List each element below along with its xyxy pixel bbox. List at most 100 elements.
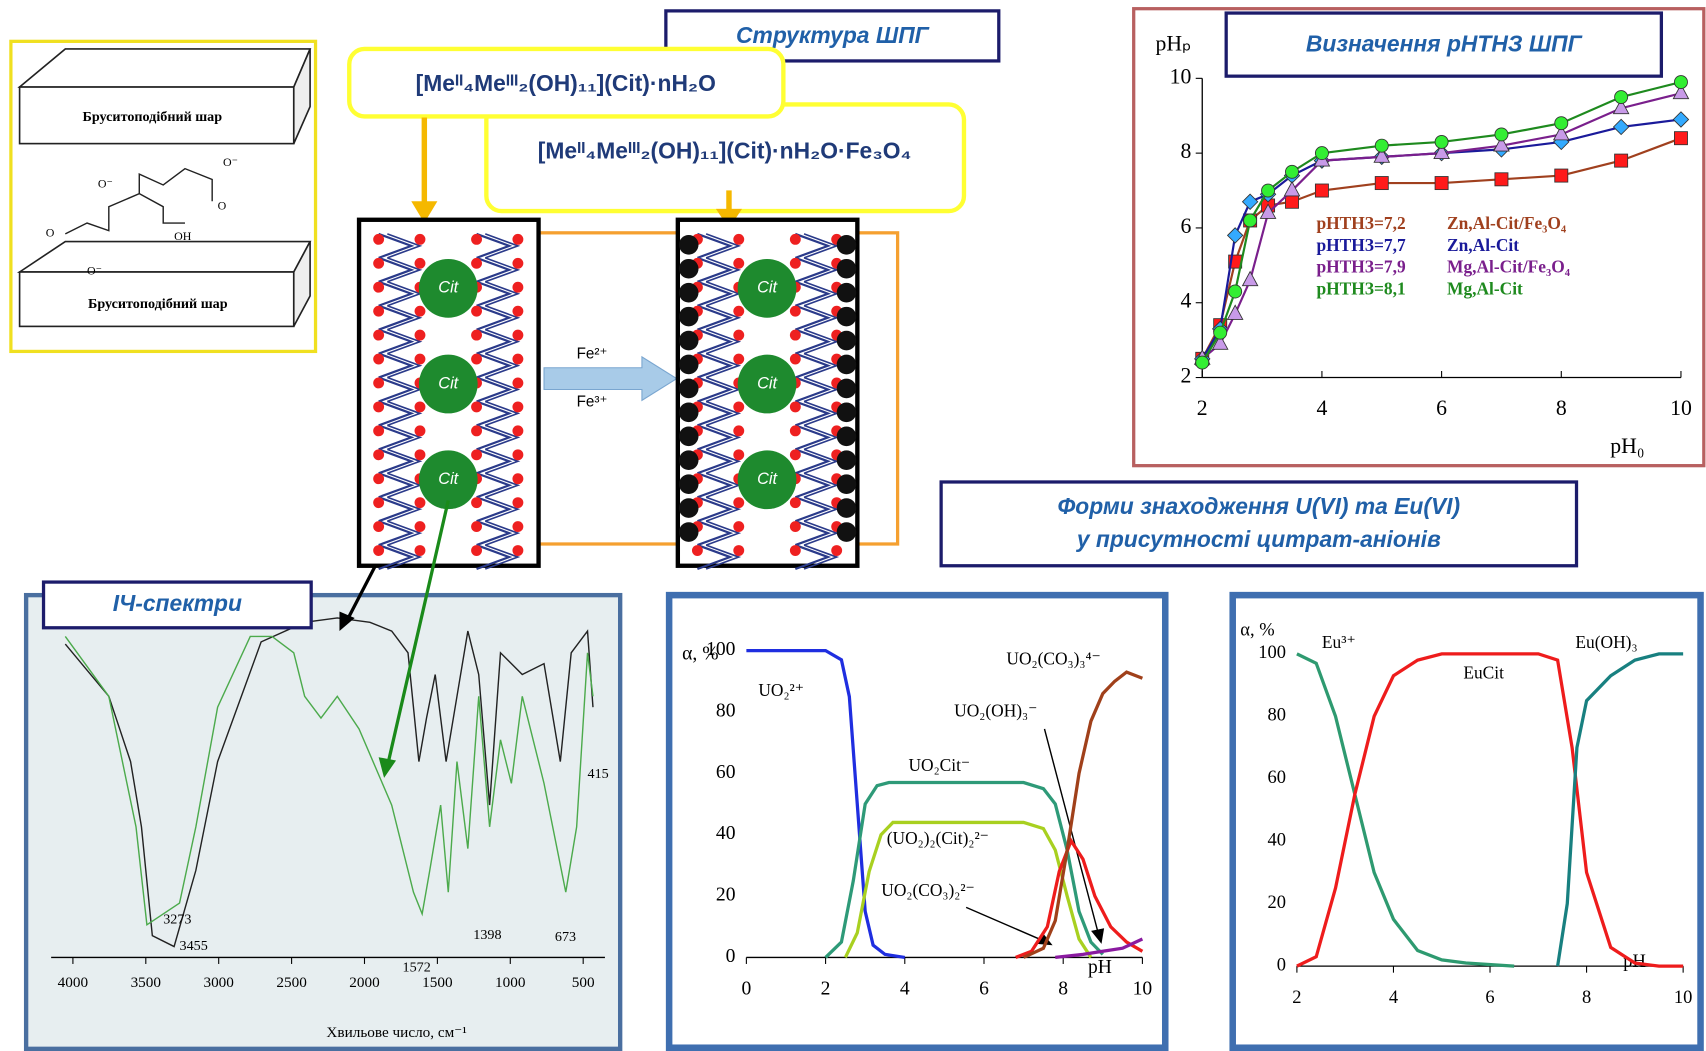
legend-pzc: pHТНЗ=7,9 [1316,257,1405,277]
fe-particle [679,331,699,351]
atom [373,425,384,436]
y-tick-label: 6 [1180,214,1191,238]
svg-text:O⁻: O⁻ [87,264,102,278]
marker [1262,184,1275,197]
x-tick-label: 2 [1292,987,1301,1007]
series-label: UO₂(CO₃)₃⁴⁻ [1006,648,1100,668]
speciation-title: у присутності цитрат-аніонів [1076,526,1441,552]
atom [415,258,426,269]
y-tick-label: 40 [716,823,736,844]
fe-particle [837,426,857,446]
atom [373,354,384,365]
peak-label: 673 [555,929,576,945]
fe-particle [679,307,699,327]
legend-pzc: pHТНЗ=7,2 [1316,213,1405,233]
legend-pzc: pHТНЗ=7,7 [1316,235,1405,255]
atom [471,234,482,245]
marker [1285,195,1298,208]
atom [471,306,482,317]
legend-label: Zn,Al-Cit/Fe₃O₄ [1447,213,1567,233]
atom [373,234,384,245]
citrate-label: Cit [757,279,778,297]
x-tick-label: 6 [1436,396,1447,420]
atom [692,545,703,556]
atom [733,330,744,341]
y-tick-label: 20 [716,885,736,906]
fe-particle [679,235,699,255]
formula: [Meᴵᴵ₄Meᴵᴵᴵ₂(OH)₁₁](Cit)·nH₂O·Fe₃O₄ [538,137,912,163]
y-tick-label: 10 [1170,64,1192,88]
y-tick-label: 80 [1268,705,1286,725]
fe-particle [837,403,857,423]
atom [373,497,384,508]
y-tick-label: 100 [1258,642,1286,662]
marker [1555,117,1568,130]
atom [790,425,801,436]
layer-label: Бруситоподібний шар [88,296,228,312]
atom [512,473,523,484]
y-tick-label: 80 [716,700,736,721]
y-tick-label: 0 [1277,954,1286,974]
ldh-layers [359,220,857,569]
atom [471,449,482,460]
atom [373,282,384,293]
atom [471,354,482,365]
atom [471,258,482,269]
x-tick-label: 10 [1674,987,1692,1007]
peak-label: 3273 [163,912,191,928]
atom [512,330,523,341]
atom [471,401,482,412]
x-tick-label: 10 [1133,979,1153,1000]
fe-particle [679,474,699,494]
x-tick-label: 8 [1582,987,1591,1007]
series-label: UO₂(CO₃)₂²⁻ [881,880,974,900]
fe-particle [837,522,857,542]
atom [790,449,801,460]
x-tick-label: 4000 [58,974,89,991]
fe-particle [679,426,699,446]
citrate-label: Cit [438,470,459,488]
legend-pzc: pHТНЗ=8,1 [1316,278,1405,298]
fe-particle [837,235,857,255]
y-axis-label: α, % [1240,619,1274,639]
ion-label: Fe²⁺ [577,346,608,363]
marker [1674,76,1687,89]
atom [512,258,523,269]
atom [733,354,744,365]
x-tick-label: 6 [979,979,989,1000]
marker [1435,135,1448,148]
marker [1674,132,1687,145]
fe-particle [679,403,699,423]
series-label: Eu(OH)₃ [1575,632,1637,652]
svg-text:O⁻: O⁻ [98,177,113,191]
atom [373,258,384,269]
atom [733,234,744,245]
x-tick-label: 1000 [495,974,526,991]
fe-particle [679,283,699,303]
peak-label: 415 [588,766,609,782]
layer-label: Бруситоподібний шар [83,109,223,125]
x-tick-label: 4 [1316,396,1327,420]
x-tick-label: 2 [821,979,831,1000]
formula: [Meᴵᴵ₄Meᴵᴵᴵ₂(OH)₁₁](Cit)·nH₂O [416,70,716,96]
fe-particle [837,355,857,375]
x-tick-label: 2500 [276,974,307,991]
marker [1229,285,1242,298]
x-axis-label: pH [1088,957,1112,978]
y-axis-label: pHₚ [1155,32,1191,56]
atom [733,401,744,412]
atom [512,378,523,389]
marker [1315,147,1328,160]
atom [373,473,384,484]
x-tick-label: 2000 [349,974,380,991]
fe-particle [837,259,857,279]
marker [1615,91,1628,104]
ion-label: Fe³⁺ [577,394,608,411]
legend-label: Mg,Al-Cit/Fe₃O₄ [1447,257,1571,277]
svg-text:O⁻: O⁻ [223,155,238,169]
atom [790,401,801,412]
atom [512,282,523,293]
atom [415,401,426,412]
slide: O⁻ O O⁻ O OH O⁻ Бруситоподібний шар Брус… [0,0,1706,1051]
atom [471,330,482,341]
